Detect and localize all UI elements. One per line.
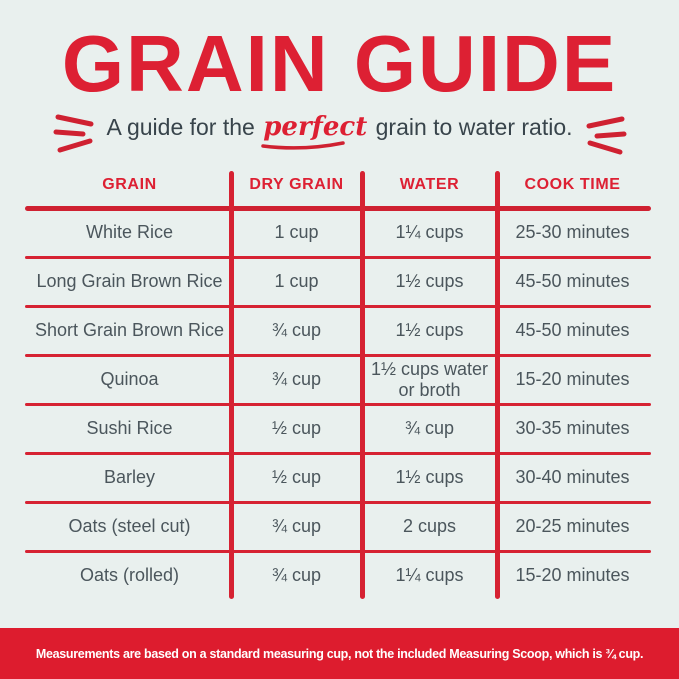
cell-dry-grain: ½ cup [271,418,322,439]
subtitle-text: A guide for the perfect grain to water r… [106,112,573,150]
row-divider-line [25,256,651,259]
cell-dry-grain: 1 cup [274,222,319,243]
cell-water: 1¼ cups [395,565,464,586]
cell-dry-grain: 1 cup [274,271,319,292]
cell-water: 1½ cups [395,320,464,341]
cell-grain: Quinoa [100,369,159,390]
page-title: GRAIN GUIDE [61,19,618,108]
footnote-bar: Measurements are based on a standard mea… [0,628,679,679]
subtitle-highlight: perfect [261,112,369,150]
cell-grain: Oats (rolled) [79,565,180,586]
cell-cook-time: 45-50 minutes [515,271,630,292]
subtitle-suffix: grain to water ratio. [369,114,573,140]
cell-water: 1½ cups [395,271,464,292]
cell-grain: Long Grain Brown Rice [36,271,223,292]
cell-dry-grain: ¾ cup [271,565,322,586]
cell-cook-time: 45-50 minutes [515,320,630,341]
row-divider-line [25,354,651,357]
sparkle-right-icon [586,116,626,155]
footnote-text: Measurements are based on a standard mea… [35,646,644,661]
cell-cook-time: 25-30 minutes [515,222,630,243]
cell-grain: Short Grain Brown Rice [34,320,225,341]
column-header-cook-time: COOK TIME [524,176,621,193]
cell-cook-time: 15-20 minutes [515,369,630,390]
cell-dry-grain: ¾ cup [271,369,322,390]
cell-water: 1½ cups water or broth [370,358,489,400]
cell-grain: Barley [103,467,156,488]
cell-cook-time: 30-40 minutes [515,467,630,488]
cell-water: ¾ cup [404,418,455,439]
column-header-dry-grain: DRY GRAIN [249,176,344,193]
cell-dry-grain: ¾ cup [271,320,322,341]
underline-swash-icon [261,141,345,150]
cell-grain: Oats (steel cut) [68,516,191,537]
column-divider-line [495,171,500,599]
cell-cook-time: 30-35 minutes [515,418,630,439]
row-divider-line [25,550,651,553]
cell-water: 2 cups [402,516,457,537]
grain-table: GRAIN DRY GRAIN WATER COOK TIME White Ri… [25,170,651,600]
cell-dry-grain: ½ cup [271,467,322,488]
column-header-water: WATER [399,176,460,193]
cell-cook-time: 15-20 minutes [515,565,630,586]
column-header-grain: GRAIN [102,176,157,193]
sparkle-left-icon [53,114,93,153]
row-divider-line [25,403,651,406]
column-divider-line [229,171,234,599]
header-divider-line [25,206,651,211]
cell-cook-time: 20-25 minutes [515,516,630,537]
cell-dry-grain: ¾ cup [271,516,322,537]
row-divider-line [25,501,651,504]
column-divider-line [360,171,365,599]
subtitle-row: A guide for the perfect grain to water r… [0,102,679,155]
cell-grain: Sushi Rice [86,418,173,439]
row-divider-line [25,305,651,308]
cell-water: 1½ cups [395,467,464,488]
cell-grain: White Rice [85,222,174,243]
row-divider-line [25,452,651,455]
cell-water: 1¼ cups [395,222,464,243]
subtitle-prefix: A guide for the [106,114,262,140]
